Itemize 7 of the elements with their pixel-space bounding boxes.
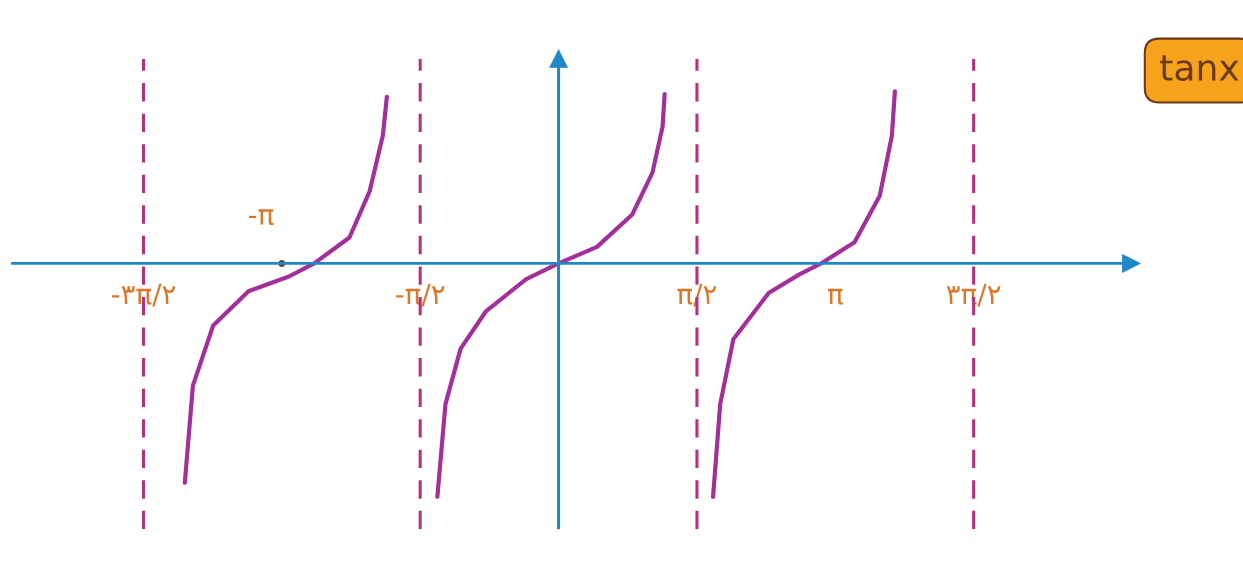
x-tick-label: π xyxy=(827,288,843,305)
chart-title: tanx xyxy=(1160,55,1239,82)
x-tick-label: π/۲ xyxy=(677,283,717,307)
annotation: -π xyxy=(248,209,274,226)
x-tick-label: -۳π/۲ xyxy=(111,283,176,307)
x-tick-label: -π/۲ xyxy=(396,283,445,307)
x-tick-label: ۳π/۲ xyxy=(946,283,1001,307)
